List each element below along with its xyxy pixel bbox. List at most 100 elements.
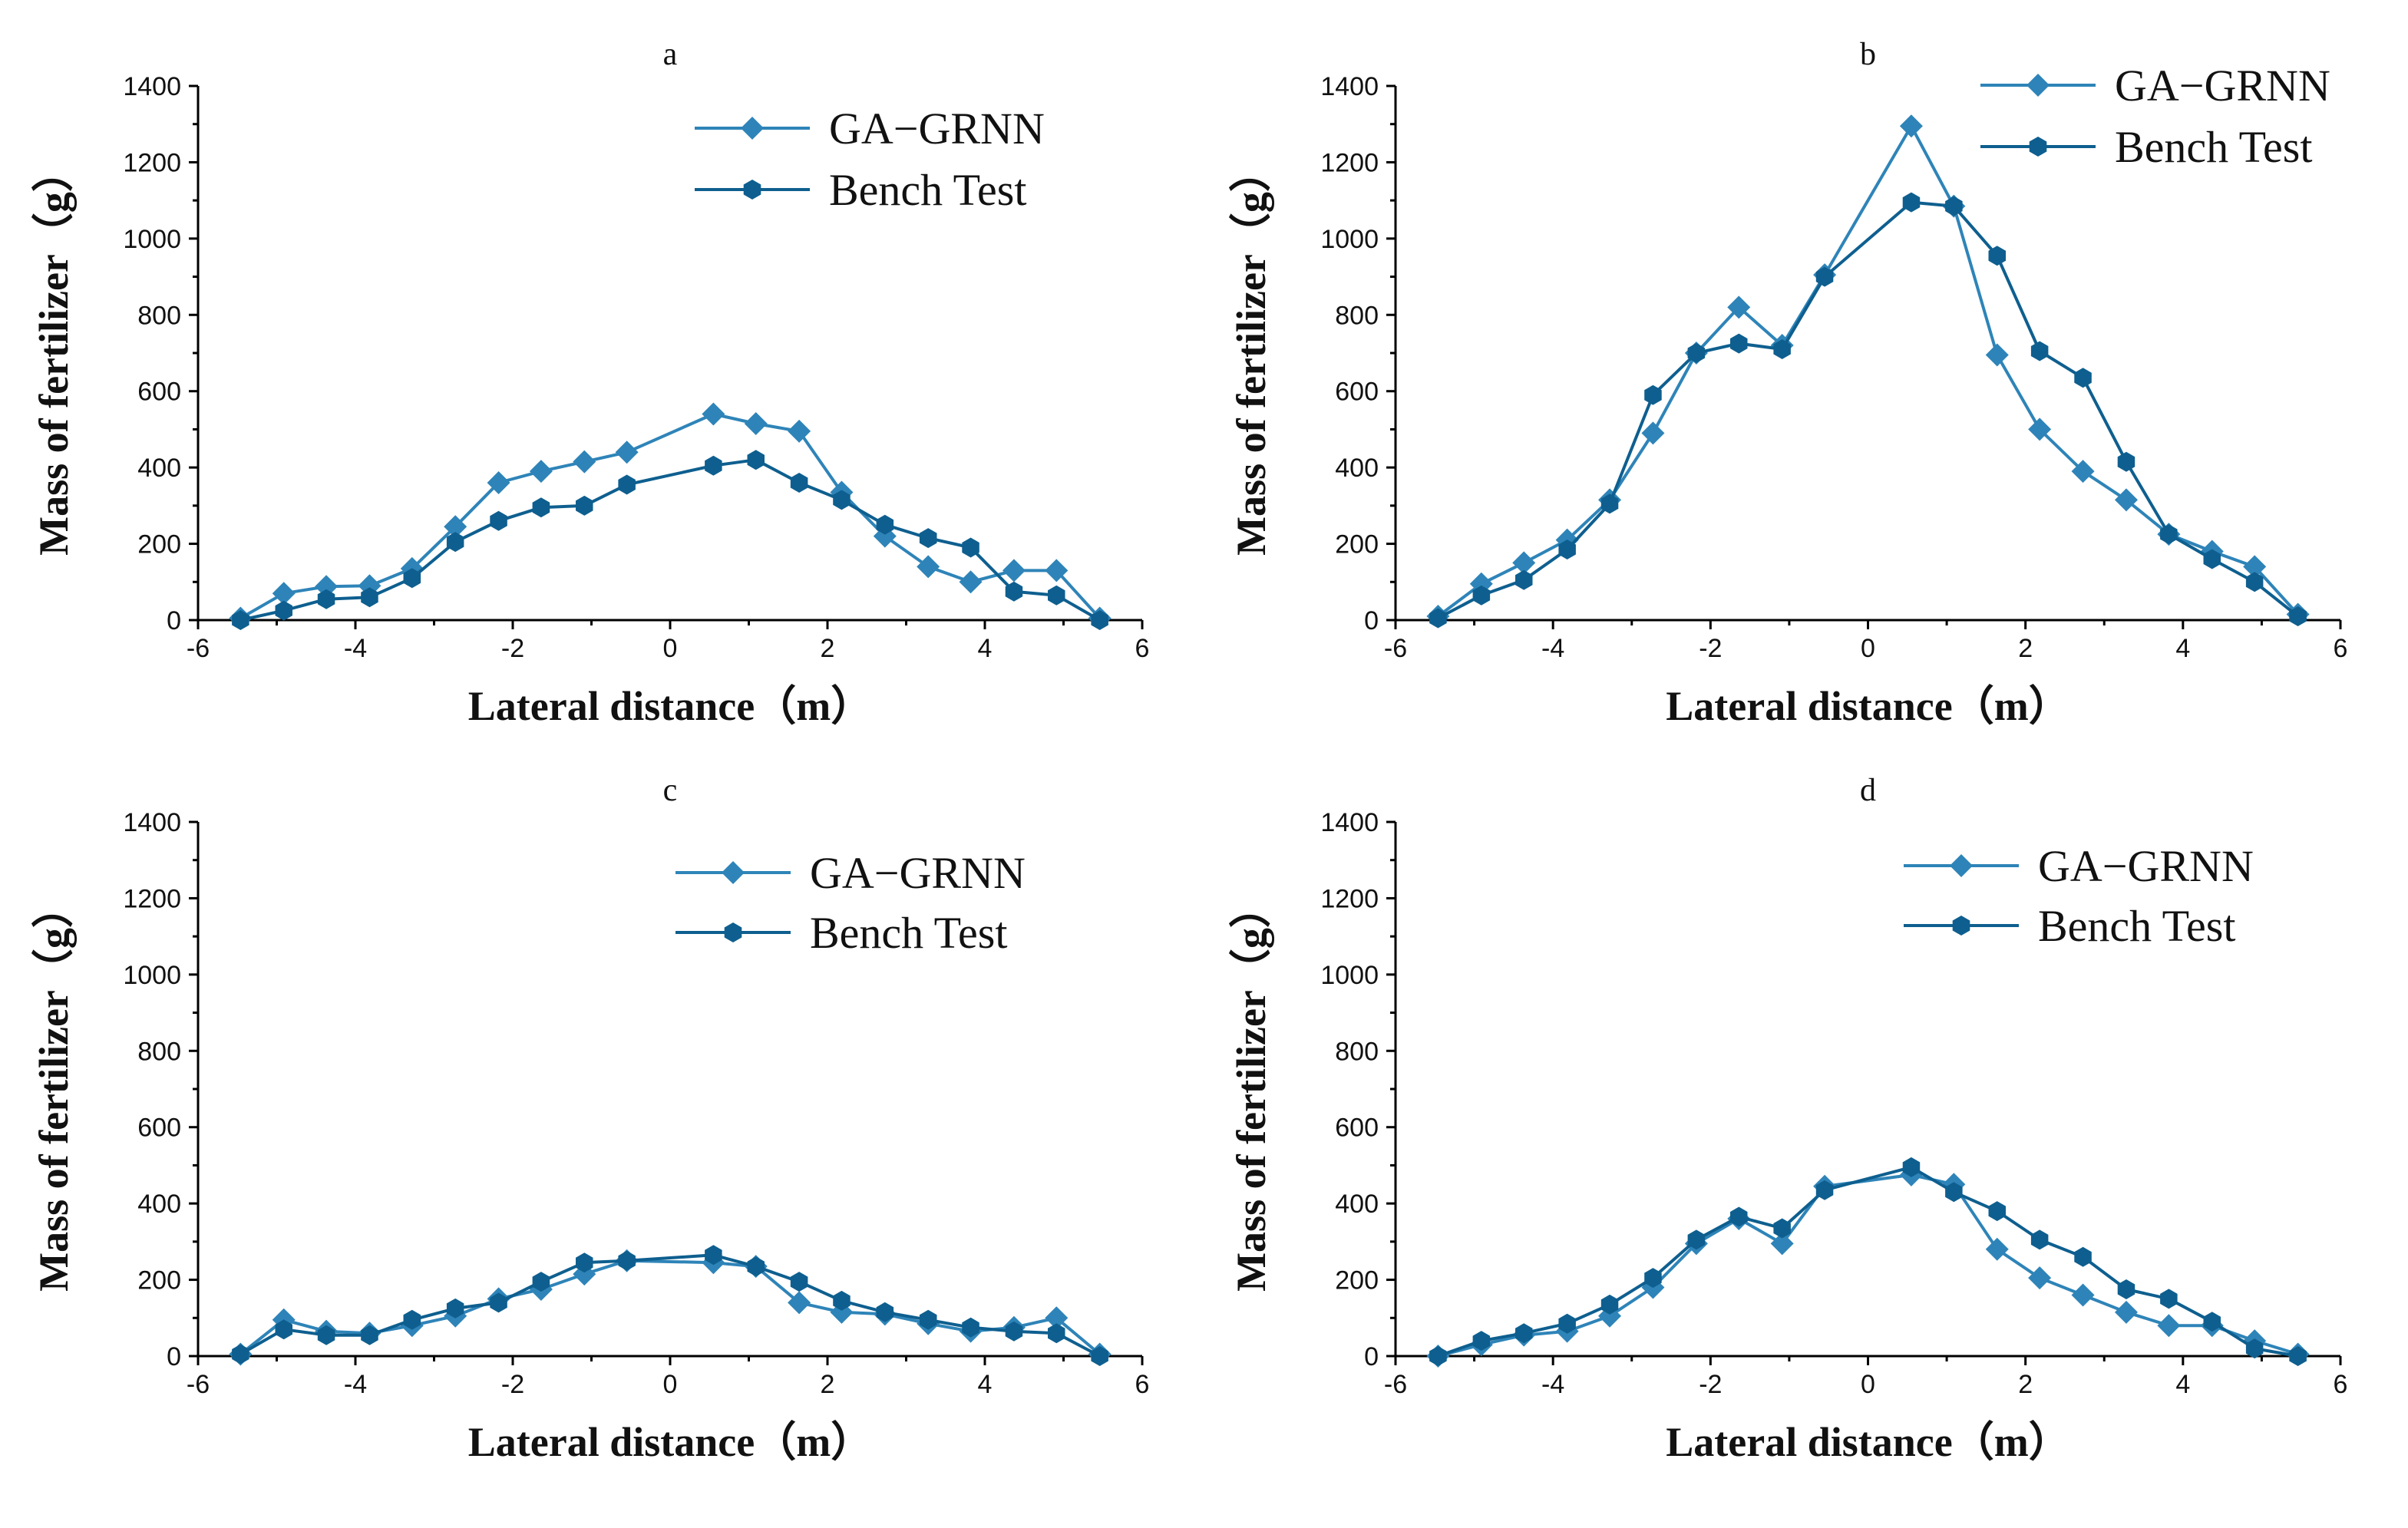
legend-marker (722, 861, 745, 884)
data-point (232, 610, 249, 630)
y-tick-label: 400 (1335, 1190, 1379, 1219)
data-point (959, 570, 983, 594)
data-point (1600, 1294, 1619, 1315)
y-tick-label: 1000 (123, 225, 181, 254)
series-bench-test (1429, 192, 2307, 629)
x-tick-label: 6 (2334, 634, 2348, 663)
data-point (2203, 1312, 2221, 1332)
data-point (1730, 1206, 1748, 1227)
data-point (2114, 1300, 2138, 1324)
x-tick-label: 4 (978, 1370, 993, 1399)
data-point (2203, 549, 2221, 569)
legend-entry: Bench Test (675, 908, 1007, 958)
chart-panel-a: -6 -4 -2 0 2 4 6 0 200 400 600 800 1000 1200 1400 Later… (31, 37, 1149, 729)
y-tick-label: 600 (1335, 378, 1379, 407)
legend-label: GA−GRNN (2038, 841, 2254, 891)
data-point (1902, 192, 1921, 213)
x-tick-label: -6 (187, 1370, 210, 1399)
y-tick-label: 800 (1335, 1037, 1379, 1066)
data-point (1899, 114, 1923, 138)
x-tick-label: -4 (1541, 1370, 1564, 1399)
y-tick-label: 600 (137, 1114, 181, 1143)
x-tick-label: 0 (1861, 634, 1875, 663)
data-point (315, 575, 339, 599)
legend-label: GA−GRNN (2115, 61, 2330, 111)
data-point (487, 471, 510, 495)
data-point (919, 528, 937, 549)
data-point (2030, 1229, 2049, 1250)
chart-panel-d: -6 -4 -2 0 2 4 6 0 200 400 600 800 1000 1200 1400 Later… (1228, 773, 2347, 1465)
y-tick-label: 600 (1335, 1114, 1379, 1143)
data-point (275, 1319, 292, 1340)
y-tick-label: 1200 (123, 884, 181, 913)
data-point (1512, 551, 1536, 575)
data-point (962, 1317, 979, 1338)
data-point (962, 537, 979, 558)
legend-entry: GA−GRNN (695, 104, 1045, 153)
y-tick-label: 0 (167, 1342, 181, 1371)
data-point (1005, 1321, 1023, 1342)
data-point (2071, 460, 2095, 483)
x-tick-label: -2 (1699, 1370, 1722, 1399)
series-bench-test (1429, 1157, 2307, 1366)
legend-label: GA−GRNN (829, 104, 1045, 153)
data-point (446, 1298, 464, 1318)
data-point (1005, 581, 1023, 602)
chart-panel-b: -6 -4 -2 0 2 4 6 0 200 400 600 800 1000 1200 1400 Later… (1228, 37, 2347, 729)
data-point (744, 411, 768, 435)
data-point (2074, 368, 2092, 388)
panel-label: d (1860, 773, 1876, 808)
data-point (1985, 343, 2009, 367)
y-tick-label: 1200 (123, 148, 181, 177)
legend-marker (2029, 137, 2047, 157)
data-point (275, 600, 292, 621)
data-point (317, 1325, 335, 1345)
y-tick-label: 800 (137, 301, 181, 330)
series-bench-test (232, 450, 1108, 630)
x-tick-label: 0 (1861, 1370, 1875, 1399)
data-point (2028, 1266, 2052, 1290)
x-axis-title: Lateral distance（m） (1666, 1419, 2069, 1465)
panel-label: b (1860, 37, 1876, 72)
y-tick-label: 200 (137, 530, 181, 559)
data-point (532, 497, 550, 518)
legend-marker (724, 922, 742, 942)
y-tick-label: 200 (1335, 1266, 1379, 1295)
data-point (1472, 585, 1491, 606)
data-point (272, 582, 296, 606)
chart-panel-c: -6 -4 -2 0 2 4 6 0 200 400 600 800 1000 1200 1400 Later… (31, 773, 1149, 1465)
legend-label: Bench Test (810, 908, 1007, 958)
y-tick-label: 800 (137, 1037, 181, 1066)
legend-label: GA−GRNN (810, 848, 1026, 898)
data-point (1687, 1229, 1706, 1250)
x-tick-label: 4 (2175, 634, 2190, 663)
x-tick-label: 0 (663, 634, 678, 663)
data-point (1902, 1157, 1921, 1177)
legend-label: Bench Test (829, 165, 1026, 215)
y-tick-label: 200 (137, 1266, 181, 1295)
data-point (1988, 1201, 2006, 1222)
data-point (2117, 1279, 2135, 1299)
x-axis-title: Lateral distance（m） (468, 683, 872, 729)
data-point (1644, 384, 1662, 405)
data-point (1770, 1232, 1794, 1256)
axes-frame (197, 822, 1142, 1358)
x-tick-label: -6 (1384, 634, 1407, 663)
data-point (1472, 1331, 1491, 1351)
data-point (361, 587, 378, 608)
data-point (446, 532, 464, 553)
data-point (747, 1256, 765, 1277)
data-point (833, 1290, 851, 1311)
legend-marker (2026, 74, 2050, 97)
data-point (1988, 246, 2006, 266)
data-point (2289, 606, 2307, 626)
data-point (1773, 339, 1791, 359)
data-point (1730, 333, 1748, 354)
data-point (788, 419, 811, 443)
y-tick-label: 400 (1335, 454, 1379, 483)
data-point (1091, 1346, 1108, 1366)
series-ga-grnn (1426, 1163, 2310, 1368)
data-point (573, 450, 596, 474)
y-axis-title: Mass of fertilizer（g） (31, 150, 77, 556)
